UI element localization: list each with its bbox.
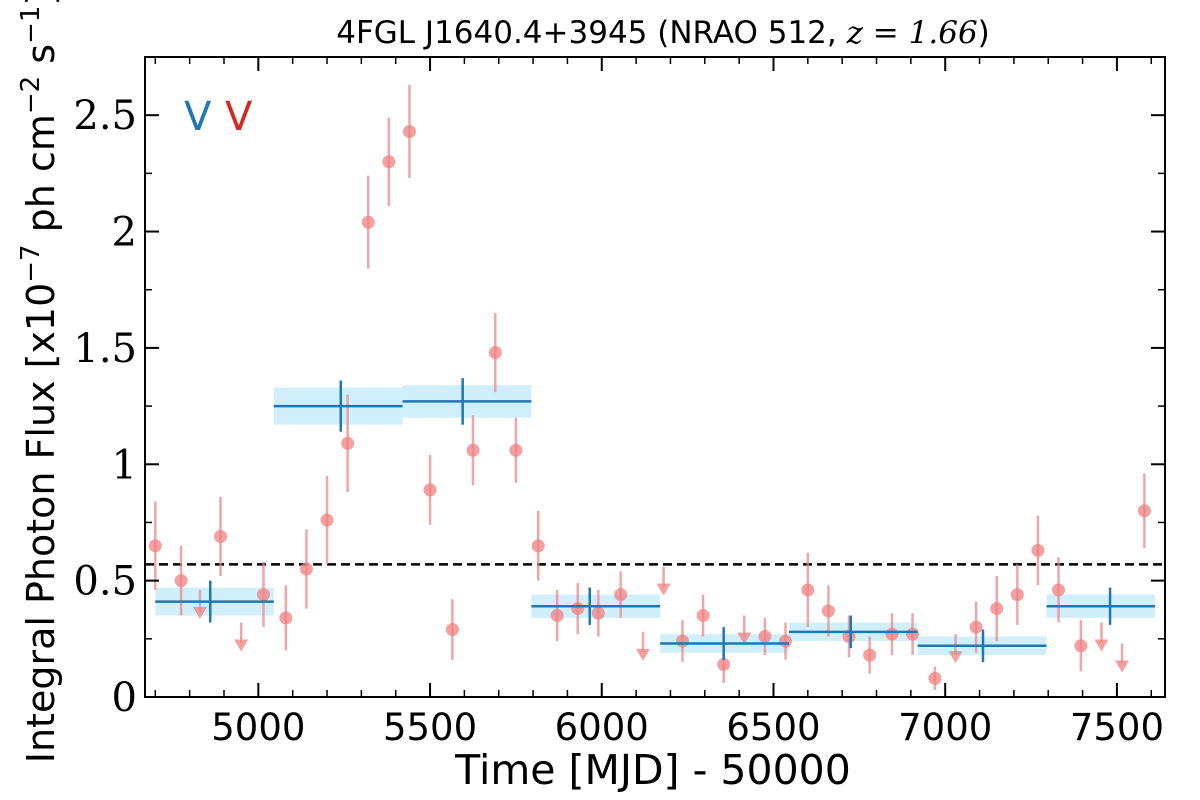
upper-limit-arrow xyxy=(234,639,249,652)
data-point xyxy=(863,648,877,662)
data-point xyxy=(445,623,459,637)
data-point xyxy=(928,671,942,685)
data-point xyxy=(174,574,188,588)
y-axis-label-superscript: −1 xyxy=(16,6,46,44)
upper-limit-arrow xyxy=(948,651,963,664)
data-point xyxy=(320,513,334,527)
y-axis-label-segment: s xyxy=(19,44,63,76)
legend-marker: V xyxy=(225,94,253,140)
y-tick-label: 1 xyxy=(112,442,137,488)
y-axis-label: Integral Photon Flux [x10−7 ph cm−2 s−1] xyxy=(16,0,63,763)
y-axis-label-segment: ] xyxy=(19,0,63,6)
data-point xyxy=(509,443,523,457)
x-tick-label: 6000 xyxy=(555,706,649,749)
upper-limit-arrow xyxy=(656,583,671,596)
chart-title-math: z = 1.66 xyxy=(846,15,978,51)
legend-marker: V xyxy=(184,94,212,140)
data-point xyxy=(1137,504,1151,518)
data-point xyxy=(906,627,920,641)
data-point xyxy=(256,588,270,602)
x-tick-label: 7000 xyxy=(898,706,992,749)
y-tick-label: 0 xyxy=(112,675,137,721)
data-point xyxy=(488,346,502,360)
y-tick-label: 0.5 xyxy=(73,559,137,605)
y-tick-label: 2.5 xyxy=(73,93,137,139)
y-axis-label-superscript: −7 xyxy=(16,244,46,282)
chart-title: 4FGL J1640.4+3945 (NRAO 512, z = 1.66) xyxy=(336,15,990,51)
data-point xyxy=(341,436,355,450)
data-point xyxy=(696,609,710,623)
data-point xyxy=(279,611,293,625)
x-tick-label: 6500 xyxy=(726,706,820,749)
x-tick-label: 7500 xyxy=(1070,706,1164,749)
data-point xyxy=(214,529,228,543)
upper-limit-arrow xyxy=(1094,639,1109,652)
data-point xyxy=(299,562,313,576)
plot-area xyxy=(145,84,1165,691)
data-point xyxy=(801,583,815,597)
data-point xyxy=(402,124,416,138)
data-point xyxy=(779,634,793,648)
x-tick-label: 5500 xyxy=(383,706,477,749)
chart-title-suffix: ) xyxy=(978,15,990,51)
x-tick-label: 5000 xyxy=(211,706,305,749)
y-tick-label: 2 xyxy=(112,210,137,256)
data-point xyxy=(466,443,480,457)
data-point xyxy=(550,609,564,623)
data-point xyxy=(423,483,437,497)
y-axis-label-superscript: −2 xyxy=(16,76,46,114)
data-point xyxy=(571,602,585,616)
upper-limit-arrow xyxy=(1115,660,1130,673)
data-point xyxy=(148,539,162,553)
data-point xyxy=(821,604,835,618)
y-axis-label-text: Integral Photon Flux [x10−7 ph cm−2 s−1] xyxy=(16,0,63,763)
data-point xyxy=(614,588,628,602)
data-point xyxy=(717,657,731,671)
y-axis-label-segment: ph cm xyxy=(19,114,63,244)
data-point xyxy=(1031,543,1045,557)
axes-frame xyxy=(144,56,1166,698)
data-point xyxy=(969,620,983,634)
upper-limit-arrow xyxy=(192,606,207,619)
data-point xyxy=(758,629,772,643)
data-point xyxy=(531,539,545,553)
data-point xyxy=(990,602,1004,616)
data-point xyxy=(1052,583,1066,597)
axis-ticks: 5000 5500 6000 6500 7000 7500 0 0.5 1 1.5 2 2.5 xyxy=(73,57,1165,749)
chart-title-prefix: 4FGL J1640.4+3945 (NRAO 512, xyxy=(336,15,846,51)
upper-limit-arrow xyxy=(737,632,752,645)
data-point xyxy=(885,627,899,641)
data-point xyxy=(591,606,605,620)
x-axis-label: Time [MJD] - 50000 xyxy=(454,746,851,794)
data-point xyxy=(675,634,689,648)
data-point xyxy=(1010,588,1024,602)
y-tick-label: 1.5 xyxy=(73,326,137,372)
data-point xyxy=(361,215,375,229)
data-point xyxy=(382,155,396,169)
data-point xyxy=(842,629,856,643)
upper-limit-arrow xyxy=(635,648,650,661)
y-axis-label-segment: Integral Photon Flux [x10 xyxy=(19,283,63,764)
data-point xyxy=(1074,639,1088,653)
